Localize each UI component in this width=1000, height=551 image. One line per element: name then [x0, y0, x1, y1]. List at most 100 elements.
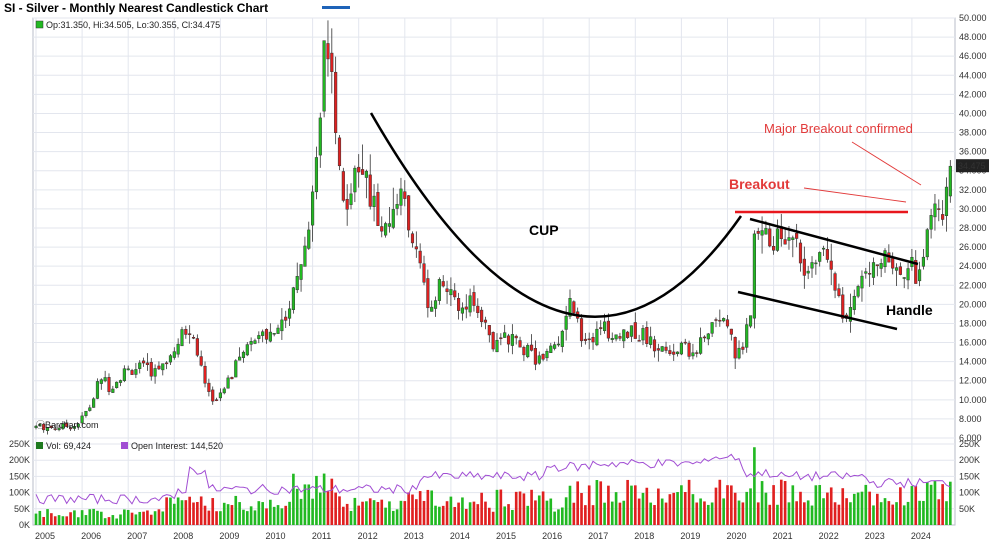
volume-bar [307, 484, 311, 525]
candle-body [906, 268, 910, 281]
volume-tick-label-left: 100K [9, 488, 30, 498]
volume-bar [941, 484, 944, 525]
candle-body [368, 174, 372, 207]
candle-body [453, 290, 457, 298]
candle-body [510, 334, 514, 346]
candle-body [652, 339, 657, 352]
volume-bar [568, 485, 572, 525]
candle-body [833, 273, 837, 291]
volume-bar [922, 500, 925, 525]
price-tick-label: 20.000 [959, 299, 987, 309]
price-legend-swatch [35, 20, 44, 29]
candle-body [165, 362, 169, 365]
volume-bar [76, 517, 80, 525]
volume-bar [372, 500, 376, 525]
candle-body [311, 191, 315, 226]
x-tick-label: 2015 [496, 531, 516, 541]
candle-body [141, 360, 146, 364]
candle-body [476, 305, 480, 314]
volume-bar [803, 502, 806, 525]
candle-body [503, 332, 507, 338]
candle-body [403, 191, 407, 199]
candle-body [921, 256, 925, 267]
volume-bar [695, 502, 699, 525]
candle-body [871, 262, 876, 278]
volume-bar [714, 487, 718, 525]
candle-body [848, 307, 853, 322]
volume-bar [691, 494, 695, 525]
volume-bar [403, 501, 407, 525]
volume-bar [560, 507, 564, 525]
volume-bar [829, 487, 833, 525]
volume-bar [630, 485, 633, 525]
handle-upper-trendline [749, 217, 919, 266]
volume-bar [411, 494, 414, 525]
candle-body [818, 252, 822, 262]
volume-bar [514, 491, 518, 525]
volume-bar [603, 502, 606, 525]
volume-bar [576, 481, 579, 525]
price-tick-label: 44.000 [959, 70, 987, 80]
volume-bar [649, 502, 652, 525]
candle-body [345, 198, 349, 210]
candle-body [729, 328, 733, 335]
candle-body [337, 137, 342, 167]
volume-bar [146, 510, 149, 525]
volume-bar [46, 509, 49, 525]
candle-body [626, 331, 630, 338]
candle-body [556, 343, 561, 346]
volume-tick-label-right: 200K [959, 455, 980, 465]
candle-body [303, 245, 307, 267]
candle-body [825, 249, 829, 260]
volume-bar [422, 500, 426, 525]
candle-body [718, 319, 722, 322]
candle-body [457, 298, 461, 311]
volume-bar [522, 493, 526, 525]
price-tick-label: 40.000 [959, 108, 987, 118]
candle-body [468, 295, 472, 313]
open-interest-legend-text: Open Interest: 144,520 [131, 441, 223, 451]
volume-bar [753, 447, 756, 525]
volume-tick-label-right: 150K [959, 471, 980, 481]
candle-body [410, 233, 415, 244]
candle-body [195, 338, 199, 356]
volume-bar [365, 501, 368, 525]
candle-body [629, 325, 634, 337]
volume-bar [134, 514, 138, 525]
candle-body [157, 365, 161, 370]
volume-bar [899, 487, 902, 525]
candle-body [748, 315, 753, 327]
volume-bar [637, 498, 641, 525]
volume-bar [388, 501, 391, 525]
candle-body [249, 341, 253, 345]
candle-body [495, 340, 499, 353]
candle-body [587, 338, 591, 341]
volume-bar [653, 505, 656, 525]
candle-body [253, 340, 257, 344]
open-interest-line [35, 453, 951, 505]
volume-bar [126, 509, 130, 525]
volume-bar [668, 494, 672, 525]
volume-bar [384, 507, 387, 525]
volume-bar [645, 487, 649, 525]
x-tick-label: 2018 [634, 531, 654, 541]
volume-bar [526, 505, 530, 525]
candle-body [568, 298, 572, 317]
chart-type-icon[interactable] [322, 6, 350, 9]
volume-bar [203, 505, 207, 525]
candle-body [591, 337, 595, 343]
volume-bar [153, 511, 157, 525]
candle-body [487, 325, 491, 336]
candle-body [837, 288, 841, 296]
candle-body [891, 258, 895, 269]
volume-bar [595, 480, 599, 525]
volume-bar [511, 509, 514, 525]
major-breakout-label: Major Breakout confirmed [764, 121, 913, 136]
volume-bar [925, 482, 929, 525]
handle-lower-trendline [737, 290, 898, 331]
volume-bar [326, 491, 330, 525]
volume-bar [564, 497, 568, 525]
candle-body [637, 340, 641, 342]
volume-bar [299, 498, 303, 525]
volume-tick-label-right: 250K [959, 439, 980, 449]
